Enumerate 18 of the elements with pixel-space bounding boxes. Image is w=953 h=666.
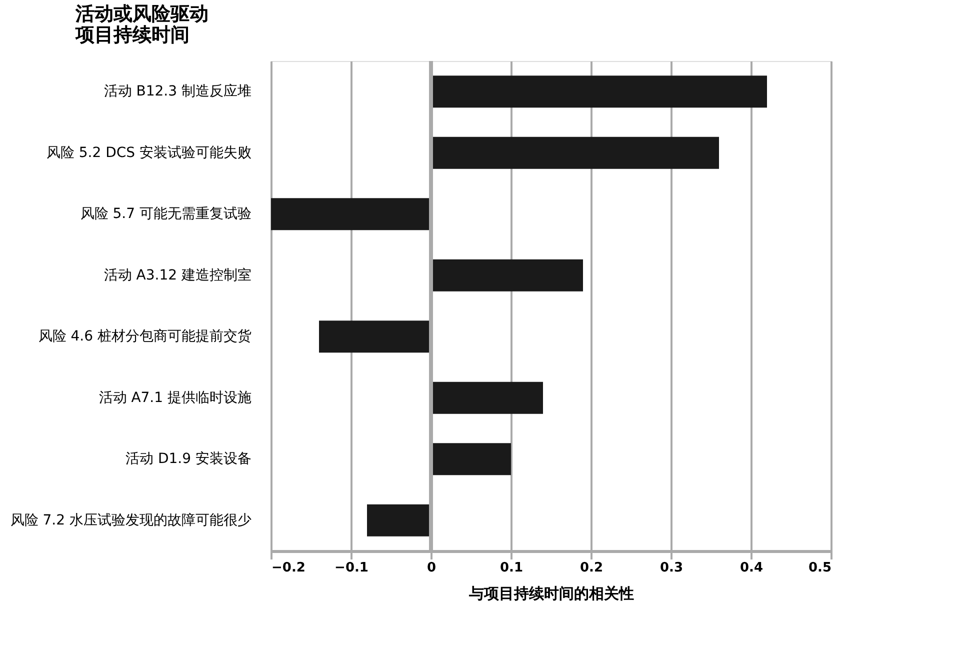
y-tick-label: 风险 7.2 水压试验发现的故障可能很少 bbox=[10, 512, 252, 528]
x-tick-label: 0.4 bbox=[740, 560, 764, 576]
x-tick-label: 0.3 bbox=[660, 560, 684, 576]
x-tick-label: 0 bbox=[426, 560, 436, 576]
y-tick-label: 风险 5.2 DCS 安装试验可能失败 bbox=[46, 144, 252, 161]
x-tick-label: −0.1 bbox=[334, 560, 368, 576]
chart-title: 活动或风险驱动项目持续时间 bbox=[74, 3, 208, 46]
x-axis-title: 与项目持续时间的相关性 bbox=[468, 584, 634, 602]
y-tick-label: 活动 B12.3 制造反应堆 bbox=[104, 84, 252, 100]
y-tick-label: 风险 4.6 桩材分包商可能提前交货 bbox=[38, 328, 252, 345]
y-tick-label: 活动 D1.9 安装设备 bbox=[126, 451, 252, 468]
x-tick-label: 0.2 bbox=[580, 560, 604, 576]
x-tick-label: 0.5 bbox=[808, 560, 832, 576]
y-tick-label: 风险 5.7 可能无需重复试验 bbox=[80, 206, 252, 222]
x-tick-label: 0.1 bbox=[500, 560, 524, 576]
y-tick-label: 活动 A7.1 提供临时设施 bbox=[98, 390, 252, 406]
x-tick-label: −0.2 bbox=[272, 560, 306, 576]
y-tick-label: 活动 A3.12 建造控制室 bbox=[104, 267, 252, 284]
